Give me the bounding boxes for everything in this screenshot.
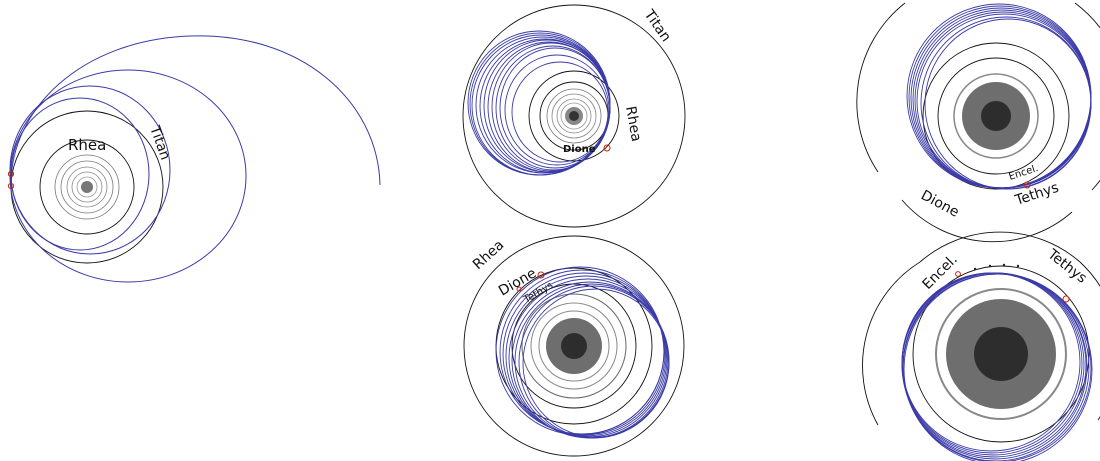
panel-rhea-dione-tethys: Rhea Dione Tethys [463,235,685,457]
titan-orbit [462,4,686,228]
inner-orbit [76,176,98,198]
inner-orbit [935,288,1067,420]
inner-orbit [54,154,120,220]
inner-orbit [66,166,108,208]
inner-orbit [530,302,618,390]
dione-orbit [856,2,1100,191]
encounter-marker [537,271,545,279]
saturn-core [981,101,1011,131]
trajectory-bundle [906,3,1092,190]
encel-orbit [912,265,1090,443]
rhea-orbit [463,235,685,457]
panel-titan-rhea: Rhea Titan [7,35,381,283]
encounter-marker [1023,181,1031,189]
encounter-marker [603,144,611,152]
encounter-marker [955,271,961,277]
panel-encel-tethys: Encel. Tethys [862,231,1100,461]
inner-orbit [521,293,627,399]
trajectory-arc [10,35,381,186]
saturn-core [569,111,579,121]
inner-orbit [560,102,588,130]
inner-orbit [538,310,610,382]
inner-orbit [60,160,114,214]
inner-orbit [551,93,597,139]
label-titan: Titan [640,6,674,45]
tethys-orbit [862,261,1100,426]
inner-orbit [546,88,602,144]
encounter-marker [7,170,15,178]
panel-titan-rhea-dione: Titan Rhea Dione [462,4,686,228]
label-rhea: Rhea [68,136,106,154]
encounter-marker [1062,295,1070,303]
trajectory-bundle [901,272,1093,461]
panel-dione-tethys-encel: Encel. Tethys Dione [856,2,1100,243]
label-rhea: Rhea [470,237,507,273]
inner-orbit [71,171,103,203]
label-titan: Titan [146,123,173,162]
trajectory-bundle [467,30,611,176]
label-dione: Dione [563,144,596,155]
saturn-core [81,181,93,193]
label-encel: Encel. [1008,163,1040,183]
inner-orbit [556,98,592,134]
rhea-orbit [528,70,620,162]
tethys-orbit [922,42,1070,190]
saturn-core [561,333,587,359]
dione-orbit-bottom [901,199,1073,243]
saturn-core [974,327,1028,381]
tethys-orbit-top [919,231,1081,263]
trajectory-bundle [495,266,670,439]
label-dione: Dione [918,187,961,220]
encounter-marker [516,286,522,292]
flyby-dots [973,263,1020,271]
rhea-orbit [39,139,135,235]
label-rhea: Rhea [622,105,644,143]
encounter-marker [7,182,15,190]
inner-orbit [953,73,1039,159]
encel-orbit [937,57,1055,175]
